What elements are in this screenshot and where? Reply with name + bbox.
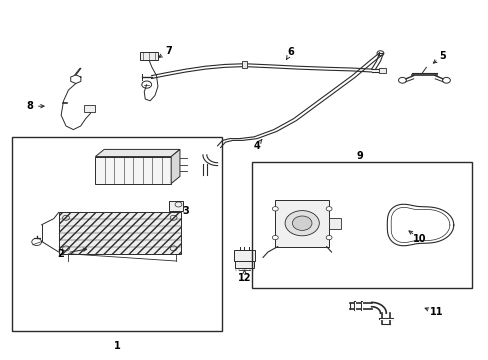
Bar <box>59 212 181 254</box>
Text: 3: 3 <box>182 206 189 216</box>
Bar <box>168 201 183 211</box>
Bar <box>234 261 254 268</box>
Polygon shape <box>171 149 180 184</box>
Text: 9: 9 <box>355 150 362 161</box>
Bar <box>328 218 341 229</box>
Text: 12: 12 <box>237 273 251 283</box>
Text: 10: 10 <box>412 234 426 244</box>
Bar <box>12 137 222 331</box>
Text: 1: 1 <box>114 341 121 351</box>
Circle shape <box>272 235 278 240</box>
Text: 11: 11 <box>428 307 442 318</box>
Bar <box>140 52 158 60</box>
Text: 6: 6 <box>287 47 294 57</box>
Bar <box>241 61 247 68</box>
Bar <box>233 250 255 261</box>
Bar <box>275 200 328 247</box>
Text: 8: 8 <box>26 101 33 111</box>
Text: 7: 7 <box>165 46 172 56</box>
Circle shape <box>325 207 331 211</box>
Polygon shape <box>95 149 180 157</box>
Polygon shape <box>95 157 171 184</box>
Text: 5: 5 <box>438 51 445 61</box>
Bar <box>378 68 385 73</box>
Circle shape <box>272 207 278 211</box>
Bar <box>251 162 471 288</box>
Circle shape <box>285 211 319 236</box>
Circle shape <box>292 216 311 230</box>
Text: 2: 2 <box>58 249 64 259</box>
Bar <box>83 105 95 112</box>
Circle shape <box>325 235 331 240</box>
Text: 4: 4 <box>253 141 260 151</box>
